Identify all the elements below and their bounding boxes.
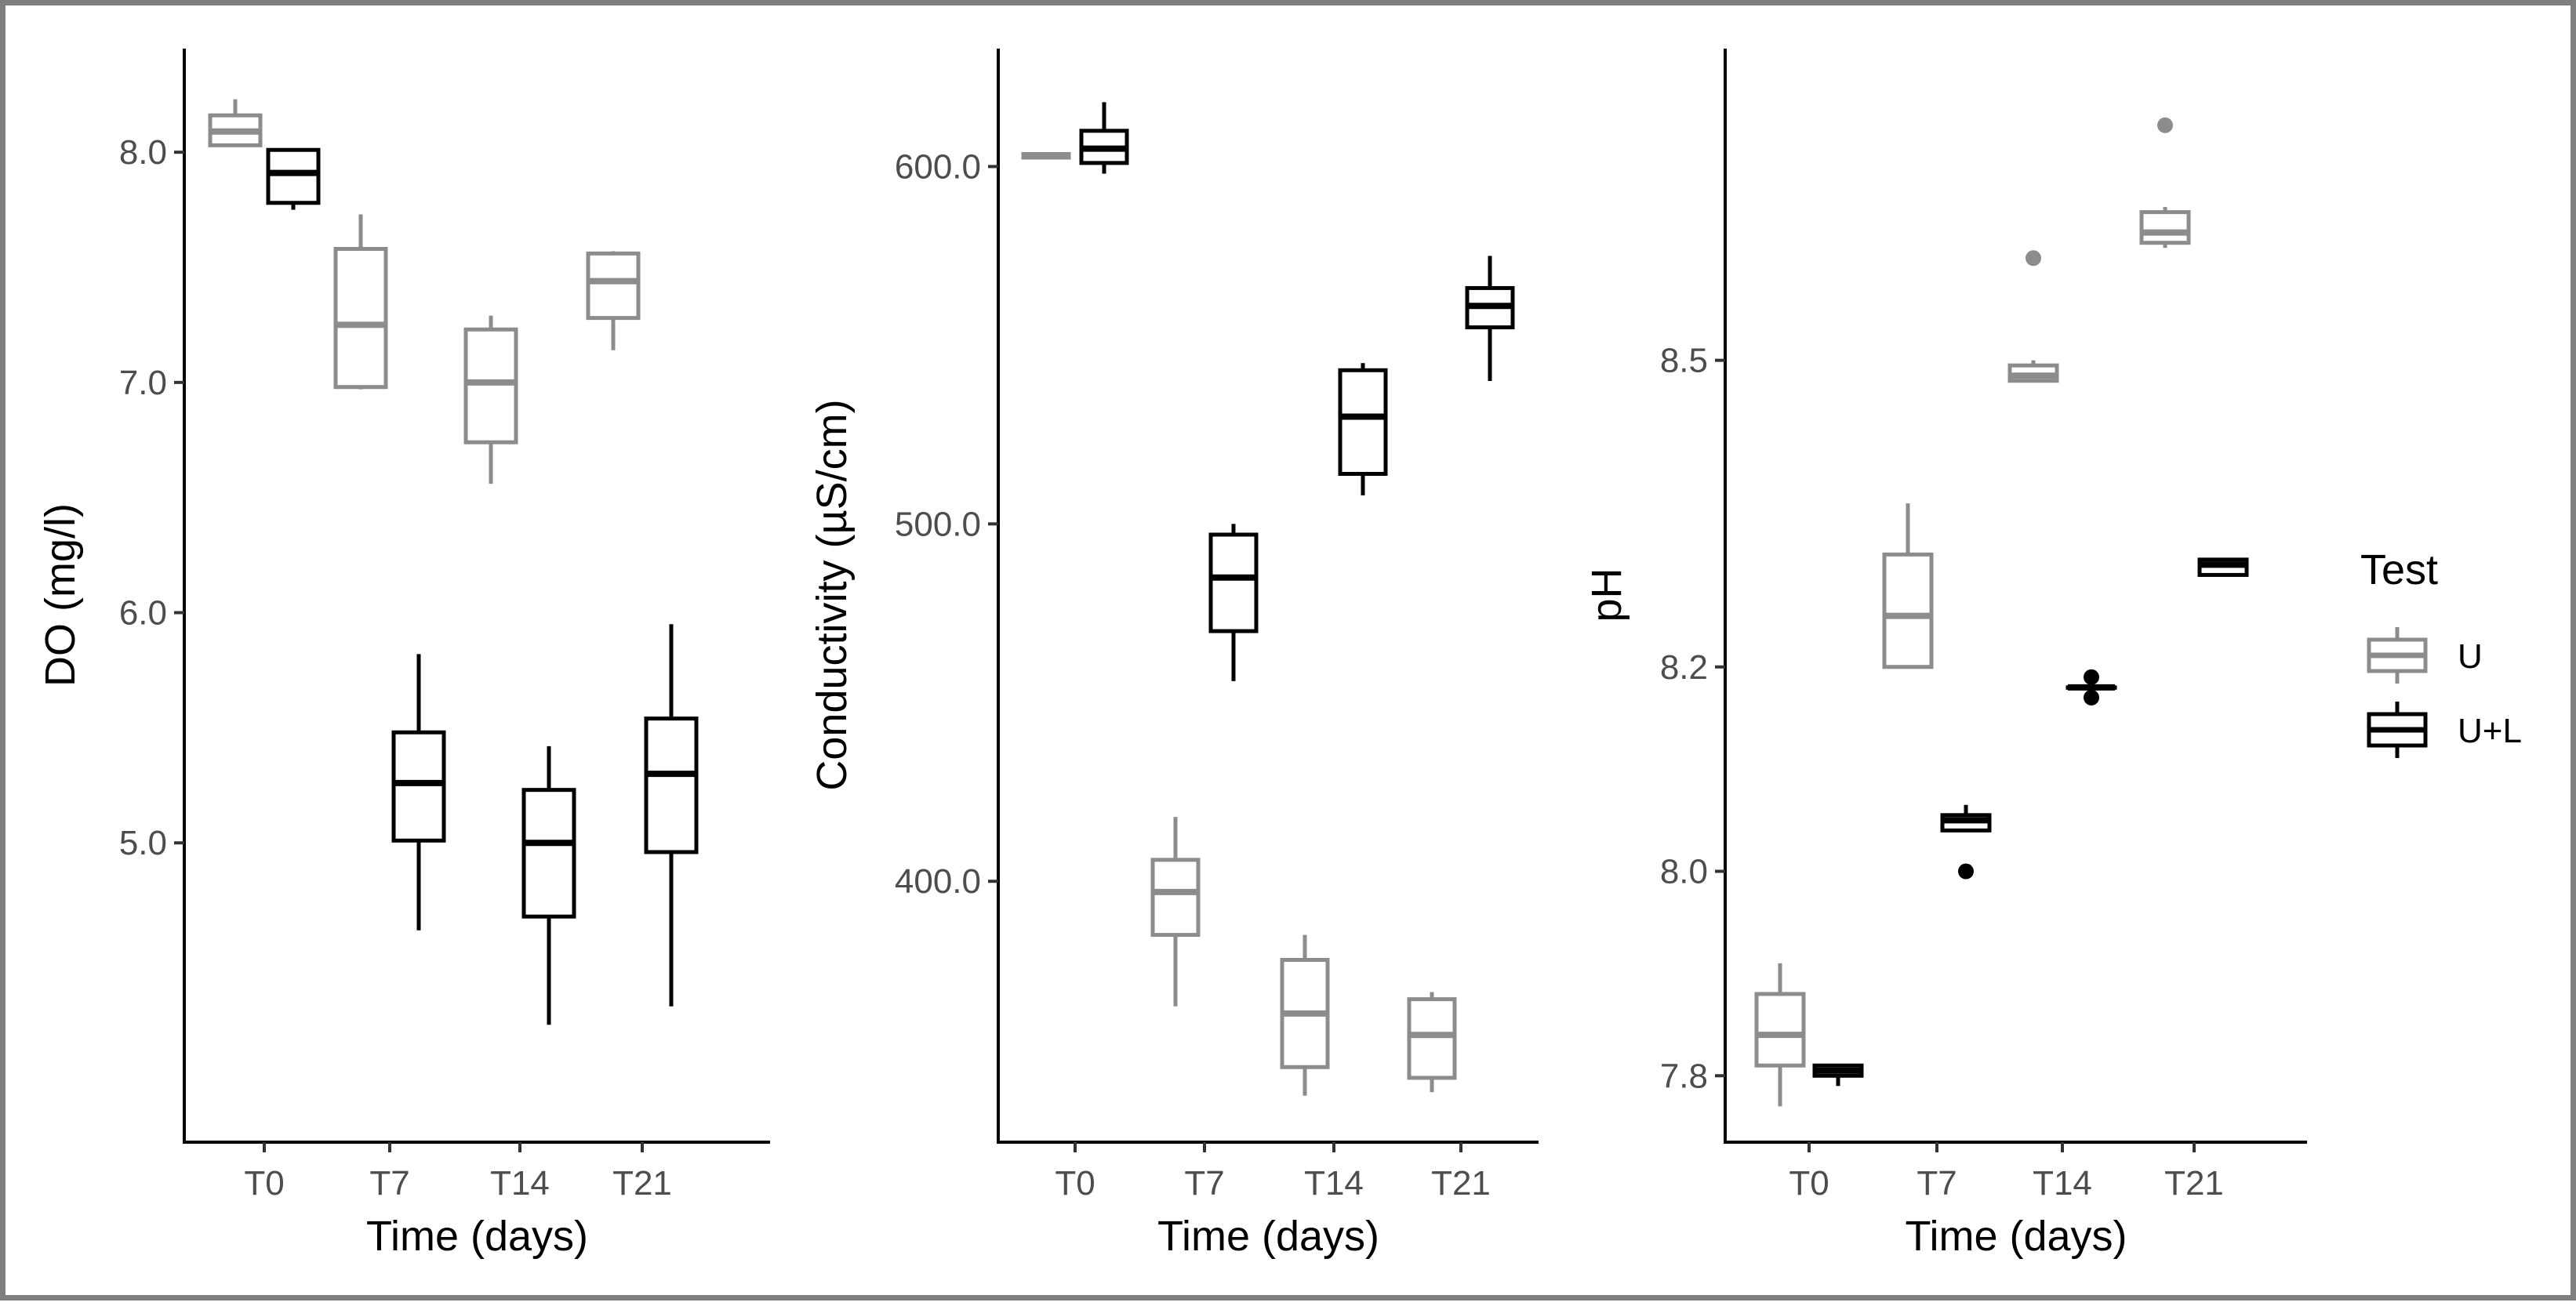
- legend-label-u: U: [2458, 637, 2483, 676]
- box-t7: [1150, 817, 1201, 1007]
- box-iqr: [391, 730, 446, 843]
- box-t21: [644, 624, 699, 1007]
- box-iqr: [333, 247, 388, 390]
- box-iqr: [644, 716, 699, 854]
- y-axis-title: pH: [1583, 568, 1630, 622]
- panel-ph: 7.8 8.0 8.2 8.5 T0 T7 T14 T21 Time (days) pH: [1583, 49, 2307, 1260]
- y-tick-label: 7.8: [1660, 1057, 1708, 1095]
- box-t14: [1280, 934, 1330, 1096]
- box-t0: [1079, 102, 1129, 174]
- panel-conductivity: 400.0 500.0 600.0 T0 T7 T14 T21 Time (days) Cond…: [808, 49, 1539, 1260]
- box-t0: [266, 147, 321, 210]
- box-iqr: [586, 251, 641, 321]
- chart-panels: 5.0 6.0 7.0 8.0 T0 T7 T14 T21 Time (days) DO (mg/…: [37, 49, 2307, 1260]
- box-t14: [463, 315, 518, 484]
- box-iqr: [1208, 532, 1259, 633]
- box-iqr: [1150, 858, 1201, 938]
- series-u: [1021, 151, 1457, 1096]
- box-t0: [208, 99, 263, 147]
- box-t7: [1208, 524, 1259, 681]
- x-axis-title: Time (days): [1157, 1213, 1379, 1260]
- box-iqr: [266, 147, 321, 205]
- x-tick-label: T0: [1055, 1164, 1095, 1203]
- legend-key-u: [2367, 627, 2428, 684]
- y-axis-title: DO (mg/l): [37, 503, 84, 687]
- box-t7: [333, 214, 388, 390]
- box-t14: [1338, 363, 1388, 495]
- x-tick-label: T7: [1917, 1164, 1957, 1203]
- x-tick-label: T14: [2033, 1164, 2092, 1203]
- legend-label-ul: U+L: [2458, 712, 2522, 750]
- y-tick-label: 8.5: [1660, 342, 1708, 380]
- x-axis-title: Time (days): [1905, 1213, 2127, 1260]
- box-t21: [1407, 992, 1457, 1093]
- box-iqr: [1407, 997, 1457, 1080]
- x-tick-label: T14: [490, 1164, 550, 1203]
- legend-item-ul: U+L: [2367, 702, 2522, 758]
- legend: Test U U+L: [2360, 546, 2522, 758]
- box-t14: [521, 746, 576, 1025]
- y-tick-label: 7.0: [119, 364, 167, 402]
- box-t0: [1021, 151, 1071, 160]
- box-t21: [2197, 557, 2249, 577]
- box-t21: [586, 251, 641, 350]
- chart-canvas: 5.0 6.0 7.0 8.0 T0 T7 T14 T21 Time (days) DO (mg/…: [37, 49, 2522, 1260]
- series-ul: [1079, 102, 1515, 681]
- box-t0: [1812, 1063, 1864, 1087]
- y-tick-label: 6.0: [119, 594, 167, 633]
- y-tick-label: 8.0: [119, 133, 167, 172]
- outlier-point: [2026, 250, 2041, 267]
- x-tick-label: T14: [1304, 1164, 1364, 1203]
- box-t7: [1882, 503, 1934, 669]
- y-axis-title: Conductivity (µS/cm): [808, 399, 856, 790]
- box-t14: [2007, 250, 2059, 383]
- box-iqr: [463, 327, 518, 444]
- y-tick-label: 500.0: [895, 505, 981, 543]
- panel-do: 5.0 6.0 7.0 8.0 T0 T7 T14 T21 Time (days) DO (mg/…: [37, 49, 770, 1260]
- x-tick-label: T21: [2164, 1164, 2224, 1203]
- outlier-point: [2084, 669, 2099, 685]
- y-tick-label: 5.0: [119, 824, 167, 862]
- series-ul: [266, 147, 699, 1025]
- x-axis-title: Time (days): [366, 1213, 588, 1260]
- box-t7: [391, 654, 446, 931]
- box-iqr: [2139, 210, 2191, 245]
- outlier-point: [1958, 863, 1974, 880]
- x-tick-label: T7: [369, 1164, 409, 1203]
- legend-item-u: U: [2367, 627, 2483, 684]
- box-iqr: [1754, 992, 1806, 1068]
- y-tick-label: 600.0: [895, 147, 981, 186]
- y-tick-label: 400.0: [895, 862, 981, 901]
- box-t0: [1754, 963, 1806, 1107]
- series-u: [1754, 117, 2191, 1107]
- y-tick-label: 8.0: [1660, 853, 1708, 891]
- outlier-point: [2157, 117, 2173, 133]
- x-tick-label: T7: [1184, 1164, 1224, 1203]
- y-tick-label: 8.2: [1660, 648, 1708, 687]
- box-iqr: [1338, 368, 1388, 477]
- box-t7: [1940, 804, 1992, 880]
- series-ul: [1812, 557, 2249, 1087]
- box-t14: [2066, 669, 2117, 706]
- legend-key-ul: [2367, 702, 2428, 758]
- x-tick-label: T0: [1789, 1164, 1829, 1203]
- x-tick-label: T21: [612, 1164, 672, 1203]
- legend-title: Test: [2360, 546, 2438, 593]
- x-tick-label: T0: [244, 1164, 284, 1203]
- outlier-point: [2084, 689, 2099, 706]
- x-tick-label: T21: [1431, 1164, 1491, 1203]
- box-iqr: [521, 788, 576, 919]
- box-iqr: [1882, 552, 1934, 669]
- box-t21: [1465, 256, 1515, 381]
- box-t21: [2139, 117, 2191, 249]
- series-u: [208, 99, 641, 484]
